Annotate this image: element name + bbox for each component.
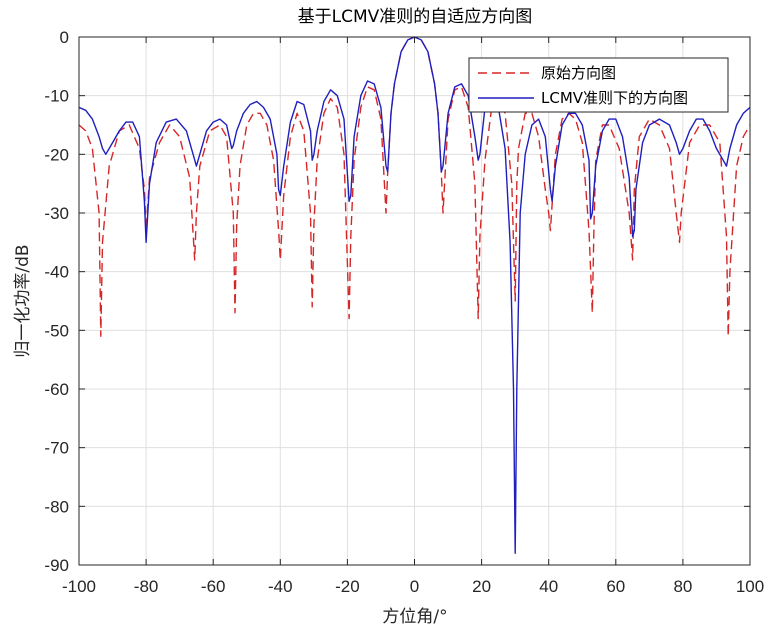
x-tick-label: 0	[410, 577, 419, 596]
legend-label-lcmv: LCMV准则下的方向图	[541, 89, 688, 107]
tick-marks	[78, 36, 751, 566]
x-tick-label: 20	[472, 577, 491, 596]
x-tick-label: 40	[539, 577, 558, 596]
chart-title: 基于LCMV准则的自适应方向图	[298, 7, 533, 27]
y-tick-labels: 0 -10 -20 -30 -40 -50 -60 -70 -80 -90	[44, 28, 69, 575]
x-tick-label: -100	[62, 577, 96, 596]
y-axis-label: 归一化功率/dB	[13, 244, 33, 357]
x-tick-labels: -100 -80 -60 -40 -20 0 20 40 60 80 100	[62, 577, 764, 596]
x-axis-label: 方位角/°	[382, 607, 447, 627]
y-tick-label: -60	[44, 380, 69, 399]
y-tick-label: -20	[44, 145, 69, 164]
series-line-lcmv	[78, 36, 751, 554]
x-tick-label: -60	[201, 577, 226, 596]
y-tick-label: -70	[44, 439, 69, 458]
legend-box	[468, 57, 729, 113]
y-tick-label: -80	[44, 497, 69, 516]
x-tick-label: -80	[134, 577, 159, 596]
x-tick-label: 60	[606, 577, 625, 596]
y-tick-label: -30	[44, 204, 69, 223]
legend-label-original: 原始方向图	[541, 64, 616, 82]
y-tick-label: -90	[44, 556, 69, 575]
y-tick-label: -10	[44, 87, 69, 106]
x-tick-label: 80	[673, 577, 692, 596]
x-tick-label: 100	[736, 577, 764, 596]
x-tick-label: -20	[335, 577, 360, 596]
y-tick-label: -40	[44, 263, 69, 282]
y-tick-label: 0	[60, 28, 69, 47]
x-tick-label: -40	[268, 577, 293, 596]
y-tick-label: -50	[44, 321, 69, 340]
legend: 原始方向图 LCMV准则下的方向图	[468, 57, 729, 113]
